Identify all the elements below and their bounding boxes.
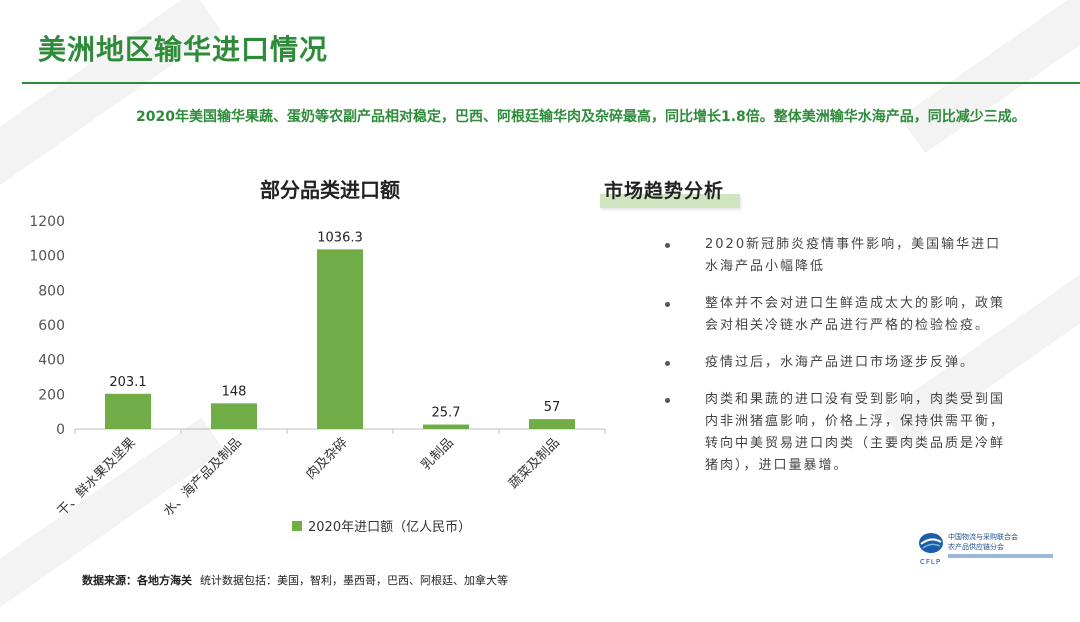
x-category-label: 乳制品	[419, 435, 457, 473]
data-source: 数据来源：各地方海关 统计数据包括：美国，智利，墨西哥，巴西、阿根廷、加拿大等	[82, 572, 508, 588]
x-category-label: 肉及杂碎	[303, 435, 350, 482]
bullet-icon	[665, 243, 670, 248]
analysis-item: 2020新冠肺炎疫情事件影响，美国输华进口水海产品小幅降低	[663, 234, 1008, 278]
analysis-item: 疫情过后，水海产品进口市场逐步反弹。	[663, 352, 1008, 374]
analysis-list: 2020新冠肺炎疫情事件影响，美国输华进口水海产品小幅降低 整体并不会对进口生鲜…	[663, 234, 1008, 492]
source-label: 数据来源：各地方海关	[82, 574, 192, 587]
analysis-title-highlight	[600, 194, 740, 208]
chart-legend: 2020年进口额（亿人民币）	[292, 516, 471, 535]
analysis-item-text: 2020新冠肺炎疫情事件影响，美国输华进口水海产品小幅降低	[705, 237, 1002, 274]
legend-label: 2020年进口额（亿人民币）	[308, 520, 472, 535]
logo-abbr: CFLP	[920, 558, 942, 566]
analysis-item-text: 整体并不会对进口生鲜造成太大的影响，政策会对相关冷链水产品进行严格的检验检疫。	[705, 296, 1006, 333]
y-tick-label: 0	[56, 422, 65, 438]
summary-text: 2020年美国输华果蔬、蛋奶等农副产品相对稳定，巴西、阿根廷输华肉及杂碎最高，同…	[136, 109, 1026, 125]
logo-subline	[948, 554, 1053, 558]
page-title: 美洲地区输华进口情况	[38, 33, 329, 66]
analysis-item-text: 疫情过后，水海产品进口市场逐步反弹。	[705, 355, 976, 370]
source-text: 统计数据包括：美国，智利，墨西哥，巴西、阿根廷、加拿大等	[200, 574, 508, 587]
x-category-label: 干、鲜水果及坚果	[55, 435, 139, 515]
x-category-label: 水、海产品及制品	[161, 435, 245, 515]
analysis-title: 市场趋势分析	[604, 180, 725, 202]
logo-line-2: 农产品供应链分会	[948, 543, 1004, 551]
bar-value-label: 203.1	[109, 375, 146, 390]
logo-line-1: 中国物流与采购联合会	[948, 533, 1018, 541]
y-tick-label: 1200	[29, 214, 65, 230]
bullet-icon	[665, 398, 670, 403]
chart-title: 部分品类进口额	[260, 178, 400, 202]
bar	[211, 403, 257, 429]
bar	[423, 424, 469, 429]
bar	[529, 419, 575, 429]
bullet-icon	[665, 361, 670, 366]
legend-swatch	[292, 520, 302, 531]
bar	[105, 393, 151, 429]
y-tick-label: 600	[38, 318, 65, 334]
cflp-logo: 中国物流与采购联合会 农产品供应链分会 CFLP	[918, 528, 1068, 578]
title-divider	[22, 82, 1080, 84]
analysis-item: 肉类和果蔬的进口没有受到影响，肉类受到国内非洲猪瘟影响，价格上浮，保持供需平衡，…	[663, 389, 1008, 477]
import-bar-chart: 0 200 400 600 800 1000 1200 203.1 干、鲜水果及坚果 148 水、海…	[29, 214, 606, 515]
bar-value-label: 25.7	[432, 406, 461, 421]
y-tick-label: 1000	[29, 249, 65, 265]
bar-value-label: 57	[544, 400, 561, 415]
bar	[317, 249, 363, 429]
y-tick-label: 800	[38, 283, 65, 299]
bullet-icon	[665, 302, 670, 307]
y-tick-label: 400	[38, 353, 65, 369]
analysis-item-text: 肉类和果蔬的进口没有受到影响，肉类受到国内非洲猪瘟影响，价格上浮，保持供需平衡，…	[705, 392, 1006, 473]
bar-value-label: 148	[222, 384, 247, 399]
globe-icon	[919, 533, 943, 553]
y-tick-label: 200	[38, 387, 65, 403]
x-category-label: 蔬菜及制品	[506, 435, 563, 492]
analysis-item: 整体并不会对进口生鲜造成太大的影响，政策会对相关冷链水产品进行严格的检验检疫。	[663, 293, 1008, 337]
bar-value-label: 1036.3	[317, 230, 363, 245]
